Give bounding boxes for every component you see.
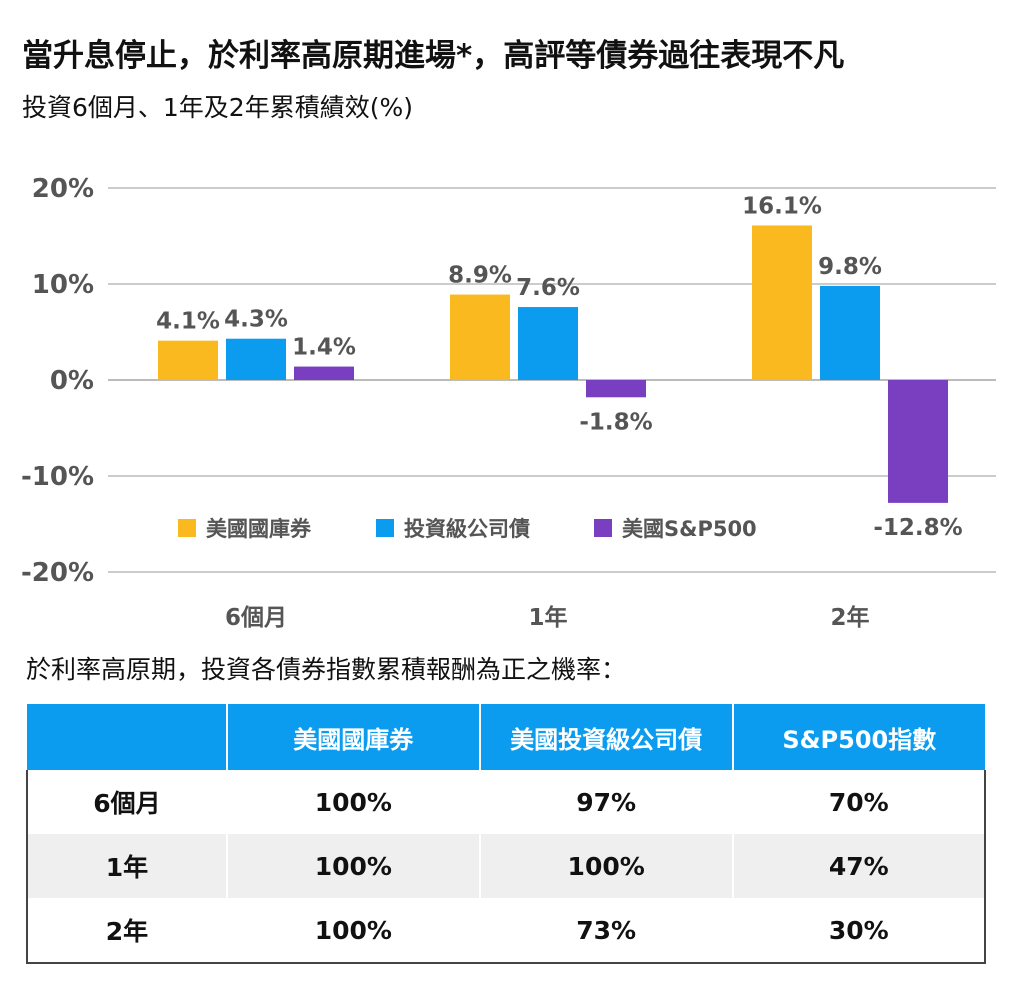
data-label: 4.1% — [156, 309, 220, 335]
table-header-row: 美國國庫券 美國投資級公司債 S&P500指數 — [27, 704, 985, 770]
bar — [752, 225, 812, 380]
table-cell: 70% — [731, 770, 987, 834]
data-label: 9.8% — [818, 254, 882, 280]
table-header-blank — [27, 704, 227, 770]
table-cell: 100% — [225, 834, 480, 898]
data-label: 7.6% — [516, 275, 580, 301]
chart-subtitle: 投資6個月、1年及2年累積績效(%) — [22, 93, 413, 122]
probability-table: 美國國庫券 美國投資級公司債 S&P500指數 6個月 100% 97% 70%… — [26, 704, 987, 964]
table-row: 2年 100% 73% 30% — [26, 898, 987, 964]
table-header-treasury: 美國國庫券 — [225, 704, 480, 770]
data-label: 8.9% — [448, 263, 512, 289]
y-tick-label: 0% — [50, 366, 94, 396]
bar — [820, 285, 880, 380]
bar — [158, 340, 218, 380]
data-label: -12.8% — [873, 515, 962, 541]
bar — [450, 294, 510, 380]
chart-title: 當升息停止，於利率高原期進場*，高評等債券過往表現不凡 — [22, 38, 845, 74]
x-category-label: 2年 — [830, 604, 869, 631]
bar — [226, 338, 286, 380]
table-row-label: 6個月 — [26, 770, 227, 834]
bar — [586, 380, 646, 398]
legend-swatch — [594, 519, 612, 537]
table-row-label: 1年 — [26, 834, 227, 898]
data-label: -1.8% — [579, 409, 652, 435]
table-cell: 30% — [731, 898, 987, 964]
y-tick-label: -20% — [21, 558, 94, 588]
table-row: 1年 100% 100% 47% — [26, 834, 987, 898]
legend-label: 美國S&P500 — [622, 517, 757, 541]
legend-swatch — [178, 519, 196, 537]
y-tick-label: 10% — [32, 270, 94, 300]
table-cell: 47% — [731, 834, 987, 898]
table-cell: 100% — [225, 770, 480, 834]
x-category-label: 1年 — [528, 604, 567, 631]
table-cell: 73% — [478, 898, 733, 964]
table-header-corporate: 美國投資級公司債 — [478, 704, 733, 770]
table-row-label: 2年 — [26, 898, 227, 964]
legend-label: 美國國庫券 — [206, 517, 312, 541]
table-cell: 100% — [478, 834, 733, 898]
data-label: 4.3% — [224, 307, 288, 333]
bar-chart: 20% 10% 0% -10% -20% 4.1% 8.9% 16.1% 4.3% 7.6% 9.8… — [21, 174, 996, 631]
bar — [294, 366, 354, 380]
legend-label: 投資級公司債 — [404, 517, 530, 541]
data-label: 1.4% — [292, 335, 356, 361]
table-cell: 100% — [225, 898, 480, 964]
data-label: 16.1% — [742, 193, 822, 219]
legend-swatch — [376, 519, 394, 537]
table-header-sp500: S&P500指數 — [731, 704, 985, 770]
table-row: 6個月 100% 97% 70% — [26, 770, 987, 834]
table-caption: 於利率高原期，投資各債券指數累積報酬為正之機率： — [26, 655, 627, 684]
x-category-label: 6個月 — [225, 605, 287, 631]
bar — [518, 307, 578, 380]
y-tick-label: 20% — [32, 174, 94, 204]
table-cell: 97% — [478, 770, 733, 834]
bar — [888, 380, 948, 503]
y-tick-label: -10% — [21, 462, 94, 492]
